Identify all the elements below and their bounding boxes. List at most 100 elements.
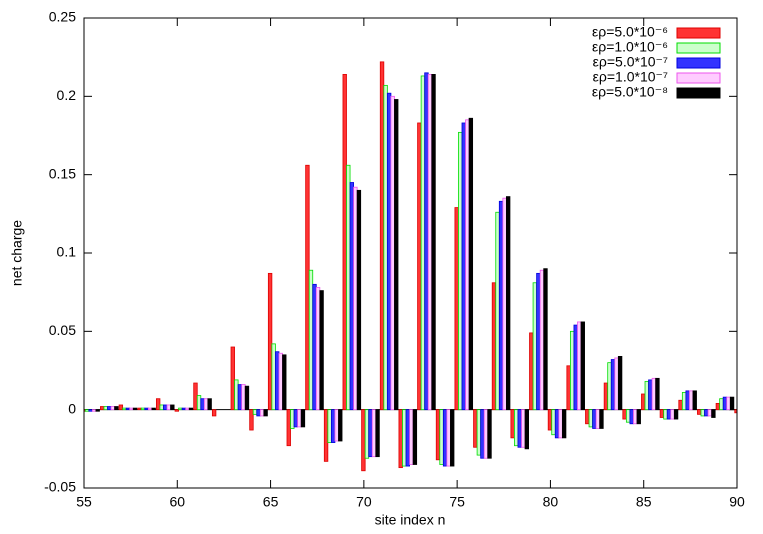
bar [163, 404, 168, 411]
bar [491, 282, 497, 411]
bar [230, 346, 235, 411]
bar [663, 409, 668, 420]
bar [368, 409, 373, 458]
x-tick-label: 65 [263, 494, 279, 510]
bar [412, 409, 418, 465]
bar [659, 409, 665, 418]
x-tick-label: 55 [76, 494, 92, 510]
bar [319, 290, 324, 411]
bar [461, 122, 466, 411]
bar [510, 409, 515, 439]
bar [122, 407, 127, 411]
bar [118, 404, 124, 411]
bar [595, 409, 601, 429]
bar [110, 406, 115, 411]
bar [249, 409, 254, 431]
bar [375, 409, 380, 458]
bar [263, 409, 268, 417]
bar [454, 207, 459, 411]
bar [697, 409, 702, 415]
bar [305, 164, 310, 411]
bar [532, 282, 538, 411]
bar [543, 268, 548, 411]
bar [566, 365, 571, 411]
bar [398, 409, 403, 469]
bar [271, 343, 276, 411]
bar [536, 272, 541, 411]
bar [607, 362, 612, 411]
bar [745, 410, 749, 415]
bar [681, 392, 687, 411]
bar [91, 409, 97, 412]
bar [334, 409, 339, 442]
bar [577, 321, 582, 411]
bar [435, 409, 441, 461]
bar [166, 404, 171, 411]
bar [524, 409, 529, 450]
bar [103, 406, 108, 411]
bar [655, 377, 660, 411]
bar [726, 396, 731, 411]
bar [349, 182, 354, 411]
bar [137, 407, 142, 411]
bar [551, 409, 556, 436]
bar [290, 409, 295, 429]
bar [427, 74, 433, 411]
bar [483, 409, 489, 459]
bar [88, 409, 93, 412]
bar [342, 74, 347, 411]
bar [244, 385, 250, 411]
bar [651, 377, 657, 411]
legend-swatch [676, 87, 721, 99]
bar [252, 409, 258, 415]
y-tick-label: 0.1 [57, 244, 77, 260]
bar [729, 396, 735, 411]
bar [722, 396, 728, 411]
bar [178, 407, 183, 411]
bar [561, 409, 567, 439]
bar [155, 398, 161, 411]
bar [188, 407, 194, 411]
x-tick-label: 90 [729, 494, 745, 510]
bar [529, 332, 534, 411]
bar [431, 74, 436, 411]
bar [603, 382, 609, 411]
bar [689, 390, 694, 411]
bar [588, 409, 593, 428]
bar [505, 196, 511, 411]
bar [480, 409, 485, 459]
legend-swatch [676, 27, 721, 39]
bar [629, 409, 634, 425]
bar [439, 409, 444, 465]
bar [159, 404, 164, 411]
legend-swatch [676, 57, 721, 69]
legend-label: ερ=1.0*10⁻⁶ [592, 39, 668, 55]
bar [738, 410, 742, 415]
bar [315, 287, 321, 411]
bar [144, 407, 149, 411]
bar [514, 409, 519, 447]
bar [521, 409, 526, 448]
bar [170, 404, 175, 411]
bar [644, 381, 649, 411]
bar [114, 406, 119, 411]
x-axis-label: site index n [375, 512, 446, 528]
bar [495, 211, 500, 411]
bar [203, 398, 209, 411]
legend-label: ερ=1.0*10⁻⁷ [593, 69, 668, 85]
bar [371, 409, 377, 458]
bar [742, 410, 746, 415]
bar [465, 119, 470, 411]
bar [487, 409, 492, 459]
x-tick-label: 80 [543, 494, 559, 510]
bar [446, 409, 451, 467]
bar [554, 409, 560, 439]
bar [692, 390, 697, 411]
bar [473, 409, 478, 448]
bar [700, 409, 705, 417]
bar [338, 409, 343, 442]
bar [749, 410, 753, 415]
bar [383, 84, 388, 411]
y-tick-label: 0.05 [49, 322, 76, 338]
